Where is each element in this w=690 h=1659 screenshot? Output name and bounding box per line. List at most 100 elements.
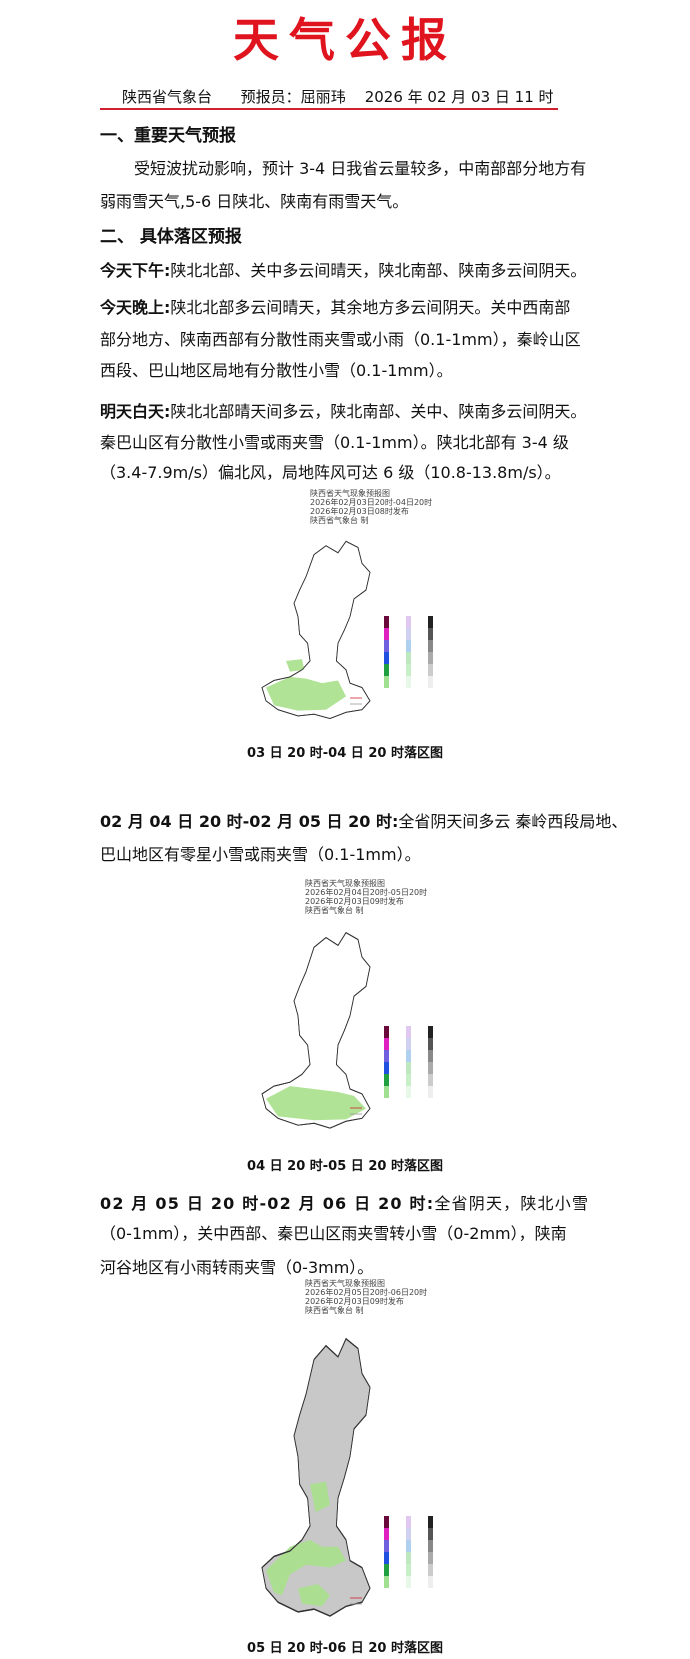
map-title-text: 2026年02月03日09时发布 [305,896,404,906]
forecast-text: 陕北北部、关中多云间晴天，陕北南部、陕南多云间阴天。 [170,261,587,280]
legend-swatch [428,1528,433,1540]
legend-swatch [406,1564,411,1576]
legend-swatch [406,1528,411,1540]
legend-swatch [428,652,433,664]
legend-swatch [406,1540,411,1552]
map-caption: 04 日 20 时-05 日 20 时落区图 [247,1159,443,1174]
forecast-text: 秦巴山区有分散性小雪或雨夹雪（0.1-1mm）。陕北北部有 3-4 级 [100,433,569,452]
precip-area [266,1086,366,1121]
forecast-text: 部分地方、陕南西部有分散性雨夹雪或小雨（0.1-1mm），秦岭山区 [100,330,581,349]
legend-swatch [428,664,433,676]
legend-swatch [384,1050,389,1062]
legend-swatch [428,1552,433,1564]
legend-swatch [428,1026,433,1038]
legend-swatch [384,1564,389,1576]
forecast-text: 陕北北部晴天间多云，陕北南部、关中、陕南多云间阴天。 [170,402,587,421]
legend-swatch [384,1026,389,1038]
legend-swatch [406,1074,411,1086]
legend-swatch [428,1050,433,1062]
section2-heading: 二、 具体落区预报 [100,227,242,247]
legend-swatch [384,1576,389,1588]
legend-swatch [406,664,411,676]
section1-line: 弱雨雪天气,5-6 日陕北、陕南有雨雪天气。 [100,192,409,211]
legend-swatch [406,1050,411,1062]
legend-swatch [384,616,389,628]
legend-swatch [406,628,411,640]
map-caption: 03 日 20 时-04 日 20 时落区图 [247,746,443,761]
legend-swatch [384,664,389,676]
legend-swatch [406,652,411,664]
legend-swatch [406,1576,411,1588]
map-graphic: 陕西省天气现象预报图2026年02月03日20时-04日20时2026年02月0… [261,488,433,720]
legend-swatch [428,1564,433,1576]
forecast-text: 西段、巴山地区局地有分散性小雪（0.1-1mm）。 [100,361,453,380]
legend-swatch [428,1576,433,1588]
forecast-text: 河谷地区有小雨转雨夹雪（0-3mm）。 [100,1258,374,1277]
map-title-text: 陕西省气象台 制 [310,515,369,525]
issue-time: 2026 年 02 月 03 日 11 时 [364,88,554,106]
period-label: 02 月 04 日 20 时-02 月 05 日 20 时: [100,812,399,831]
forecast-text: （3.4-7.9m/s）偏北风，局地阵风可达 6 级（10.8-13.8m/s）… [100,463,561,482]
map-graphic: 陕西省天气现象预报图2026年02月04日20时-05日20时2026年02月0… [261,878,433,1129]
map-title-text: 2026年02月03日08时发布 [310,506,409,516]
bulletin-header: 陕西省气象台 预报员：屈丽玮 2026 年 02 月 03 日 11 时 [122,86,554,107]
precip-area [310,1481,330,1513]
legend-swatch [406,1026,411,1038]
precip-area [298,1584,330,1607]
legend-swatch [384,1062,389,1074]
bulletin-title: 天气公报 [233,13,457,67]
legend-swatch [384,676,389,688]
legend-swatch [428,1038,433,1050]
map-title-text: 陕西省天气现象预报图 [305,1278,385,1288]
forecast-text: 巴山地区有零星小雪或雨夹雪（0.1-1mm）。 [100,845,421,864]
period-label: 今天晚上: [100,298,171,317]
header-rule [100,108,558,110]
legend-swatch [384,1540,389,1552]
precip-area [266,676,346,711]
period-label: 02 月 05 日 20 时-02 月 06 日 20 时: [100,1194,435,1213]
map-caption: 05 日 20 时-06 日 20 时落区图 [247,1641,443,1656]
map-title-text: 2026年02月03日09时发布 [305,1296,404,1306]
map-title-text: 陕西省气象台 制 [305,905,364,915]
forecaster: 预报员：屈丽玮 [240,88,346,106]
section1-heading: 一、重要天气预报 [100,126,236,146]
legend-swatch [406,616,411,628]
legend-swatch [406,640,411,652]
map-title-text: 陕西省天气现象预报图 [310,488,390,498]
legend-swatch [428,1540,433,1552]
legend-swatch [384,640,389,652]
legend-swatch [428,1086,433,1098]
section1-line: 受短波扰动影响，预计 3-4 日我省云量较多，中南部部分地方有 [134,159,587,178]
forecast-tonight: 今天晚上:陕北北部多云间晴天，其余地方多云间阴天。关中西南部 [100,294,570,318]
legend-swatch [384,1528,389,1540]
forecast-tomorrow: 明天白天:陕北北部晴天间多云，陕北南部、关中、陕南多云间阴天。 [100,398,586,422]
forecast-afternoon: 今天下午:陕北北部、关中多云间晴天，陕北南部、陕南多云间阴天。 [100,257,586,281]
precip-area [286,659,305,672]
forecast-text: 全省阴天，陕北小雪 [434,1194,590,1213]
precip-area [266,1539,346,1596]
forecast-day3: 02 月 05 日 20 时-02 月 06 日 20 时:全省阴天，陕北小雪 [100,1190,589,1214]
legend-swatch [384,1074,389,1086]
legend-swatch [384,1038,389,1050]
legend-swatch [406,1038,411,1050]
legend-swatch [384,1552,389,1564]
issuing-org: 陕西省气象台 [122,88,213,106]
forecast-text: 全省阴天间多云 秦岭西段局地、 [398,812,628,831]
forecast-day2: 02 月 04 日 20 时-02 月 05 日 20 时:全省阴天间多云 秦岭… [100,808,627,832]
map-title-text: 2026年02月04日20时-05日20时 [305,887,427,897]
legend-swatch [428,1074,433,1086]
forecast-text: 陕北北部多云间晴天，其余地方多云间阴天。关中西南部 [170,298,571,317]
forecast-map-3: 陕西省天气现象预报图 2026年02月05日20时-06日20时 2026年02月0… [250,1276,440,1630]
forecast-map-1: 陕西省天气现象预报图 2026年02月03日20时-04日20时 2026年02月0… [250,486,440,730]
legend-swatch [384,628,389,640]
legend-swatch [428,616,433,628]
period-label: 明天白天: [100,402,171,421]
map-title-text: 陕西省气象台 制 [305,1305,364,1315]
legend-swatch [406,1552,411,1564]
legend-swatch [406,676,411,688]
legend-swatch [428,676,433,688]
legend-swatch [406,1086,411,1098]
legend-swatch [428,640,433,652]
forecast-text: （0-1mm），关中西部、秦巴山区雨夹雪转小雪（0-2mm），陕南 [100,1224,567,1243]
